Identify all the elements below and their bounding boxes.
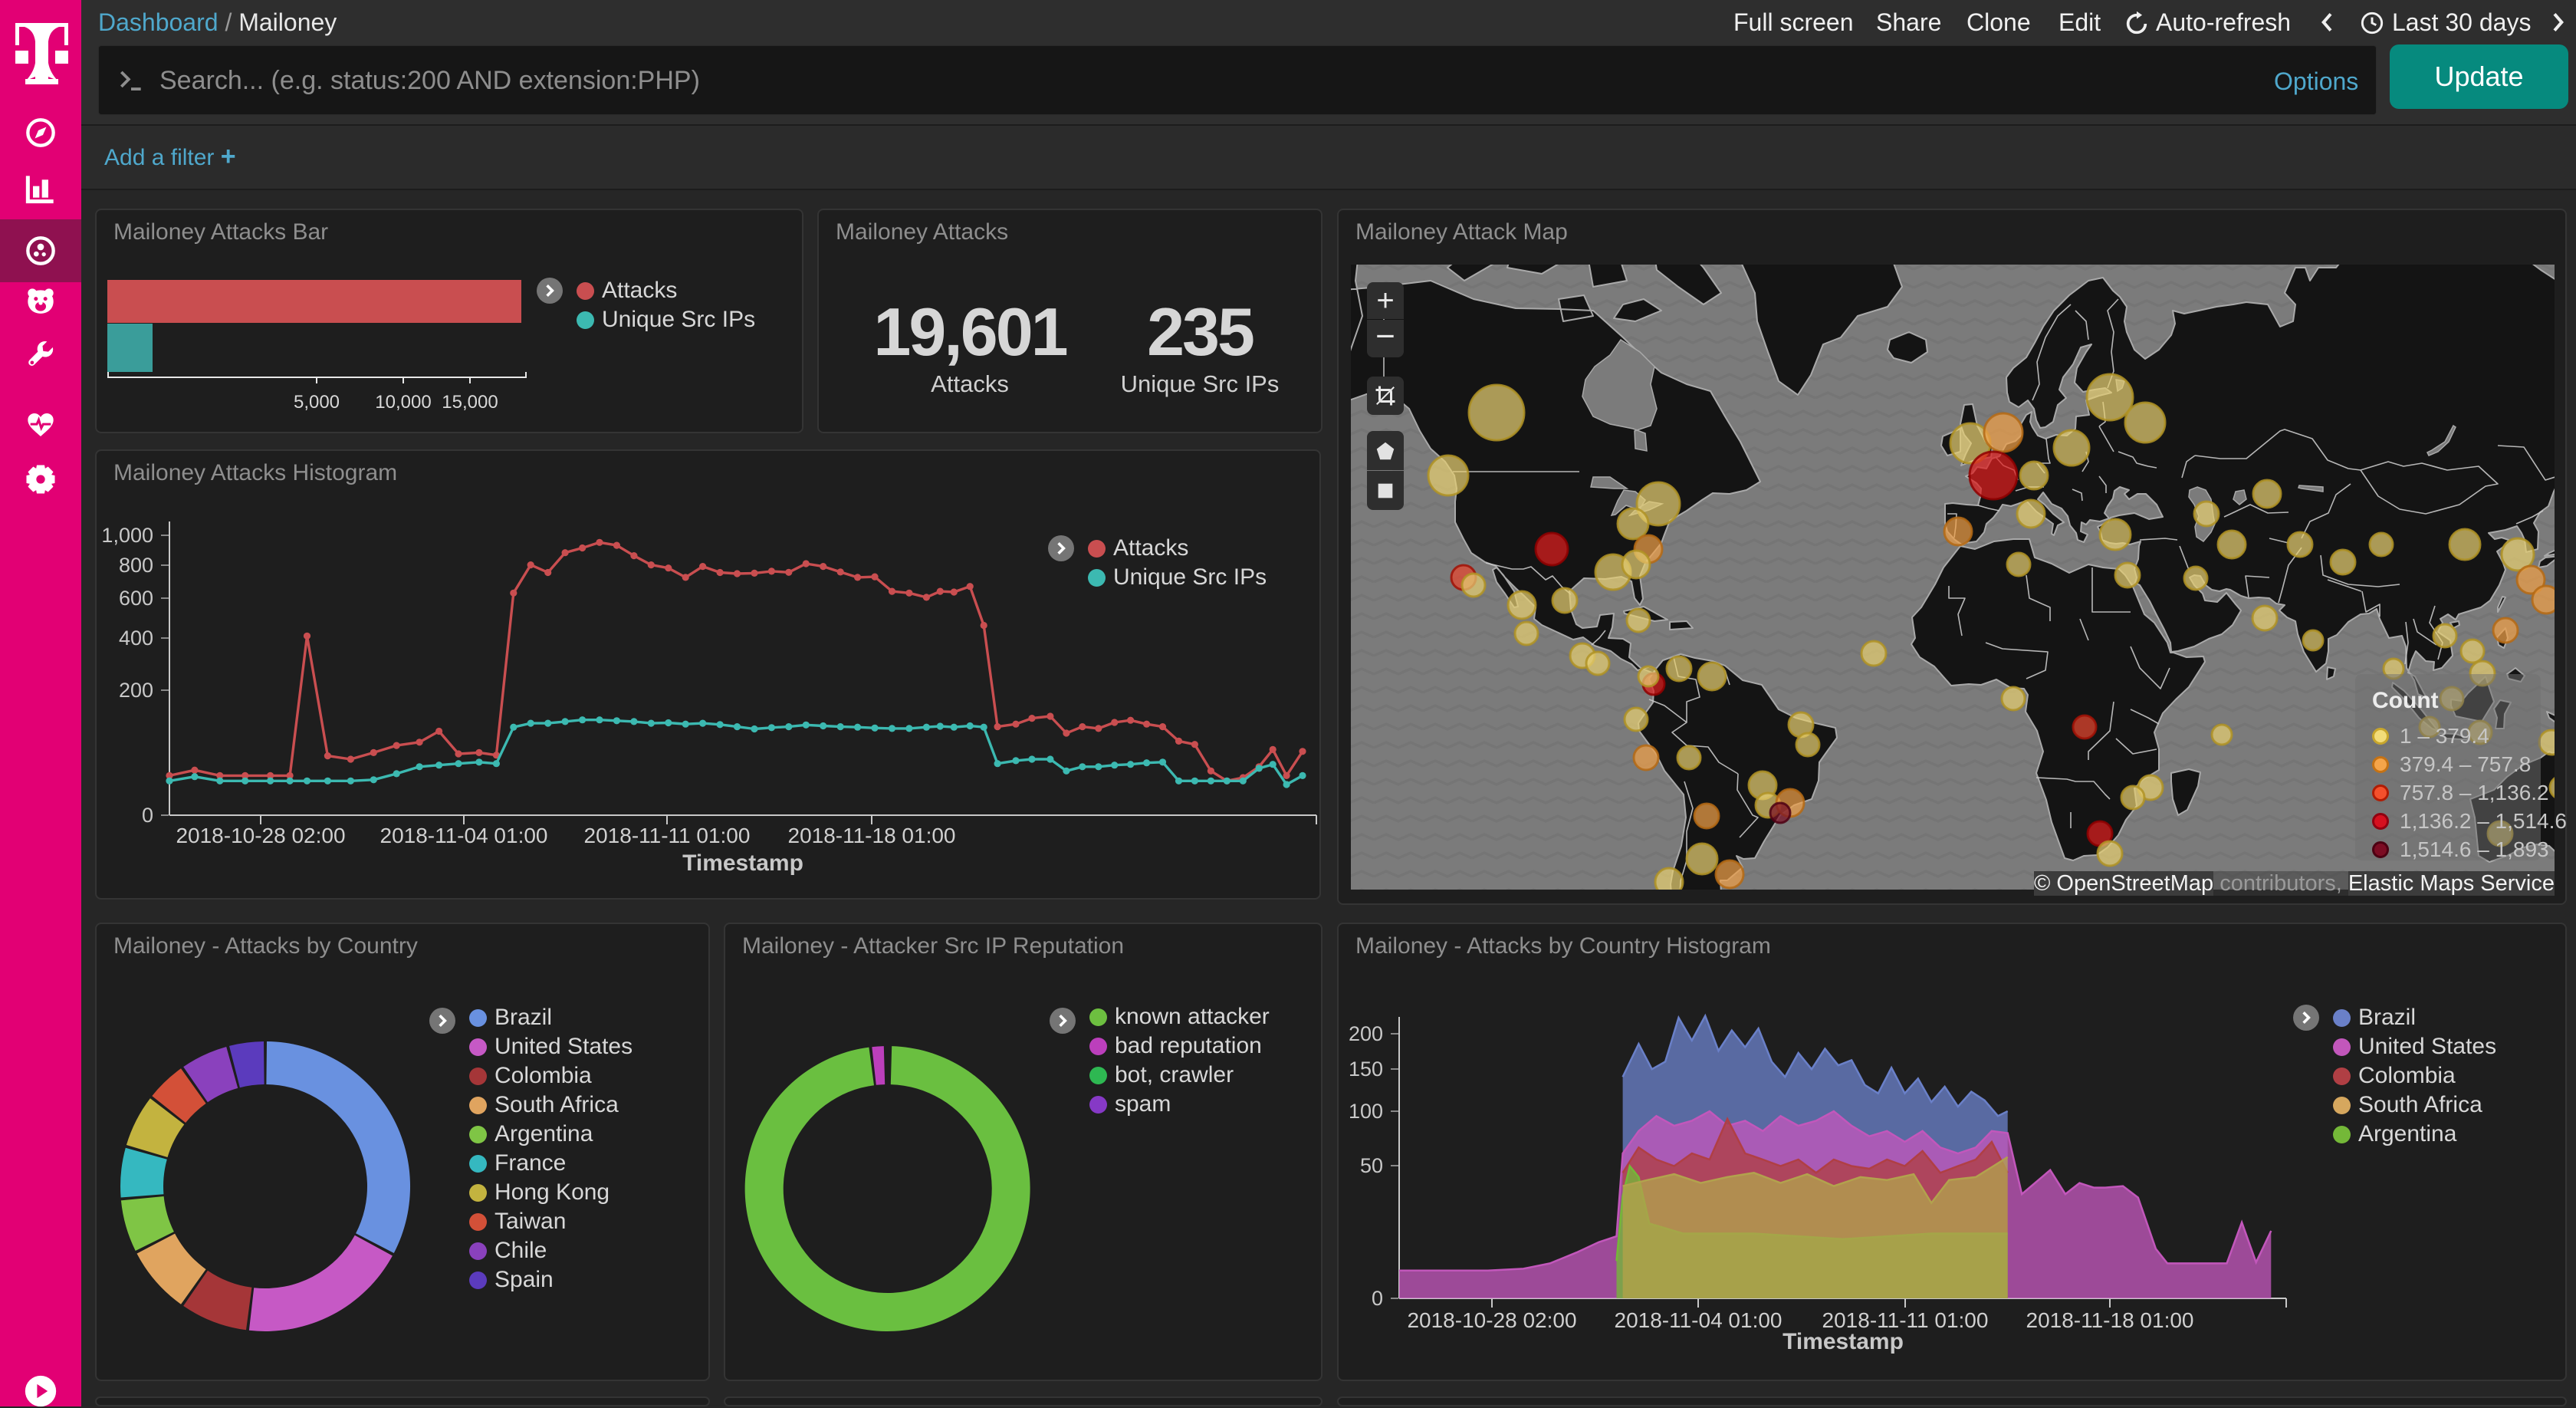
svg-text:2018-10-28 02:00: 2018-10-28 02:00: [176, 824, 345, 847]
svg-text:2018-11-18 01:00: 2018-11-18 01:00: [2026, 1308, 2194, 1332]
svg-text:150: 150: [1349, 1058, 1383, 1081]
svg-text:0: 0: [142, 804, 153, 827]
svg-text:2018-10-28 02:00: 2018-10-28 02:00: [1407, 1308, 1576, 1332]
svg-text:2018-11-04 01:00: 2018-11-04 01:00: [1615, 1308, 1783, 1332]
svg-text:600: 600: [119, 587, 153, 610]
svg-text:2018-11-11 01:00: 2018-11-11 01:00: [584, 824, 751, 847]
svg-text:0: 0: [1372, 1287, 1383, 1310]
svg-text:100: 100: [1349, 1100, 1383, 1123]
svg-text:Timestamp: Timestamp: [682, 850, 803, 876]
svg-text:2018-11-18 01:00: 2018-11-18 01:00: [788, 824, 956, 847]
svg-text:800: 800: [119, 554, 153, 577]
svg-text:2018-11-04 01:00: 2018-11-04 01:00: [380, 824, 548, 847]
svg-text:5,000: 5,000: [294, 392, 340, 413]
svg-text:10,000: 10,000: [375, 392, 431, 413]
svg-text:Timestamp: Timestamp: [1783, 1329, 1904, 1354]
svg-text:15,000: 15,000: [442, 392, 498, 413]
svg-text:400: 400: [119, 627, 153, 650]
svg-text:50: 50: [1360, 1154, 1383, 1177]
svg-text:1,000: 1,000: [101, 524, 153, 547]
svg-text:2018-11-11 01:00: 2018-11-11 01:00: [1822, 1308, 1989, 1332]
svg-text:200: 200: [1349, 1022, 1383, 1045]
svg-text:200: 200: [119, 679, 153, 702]
